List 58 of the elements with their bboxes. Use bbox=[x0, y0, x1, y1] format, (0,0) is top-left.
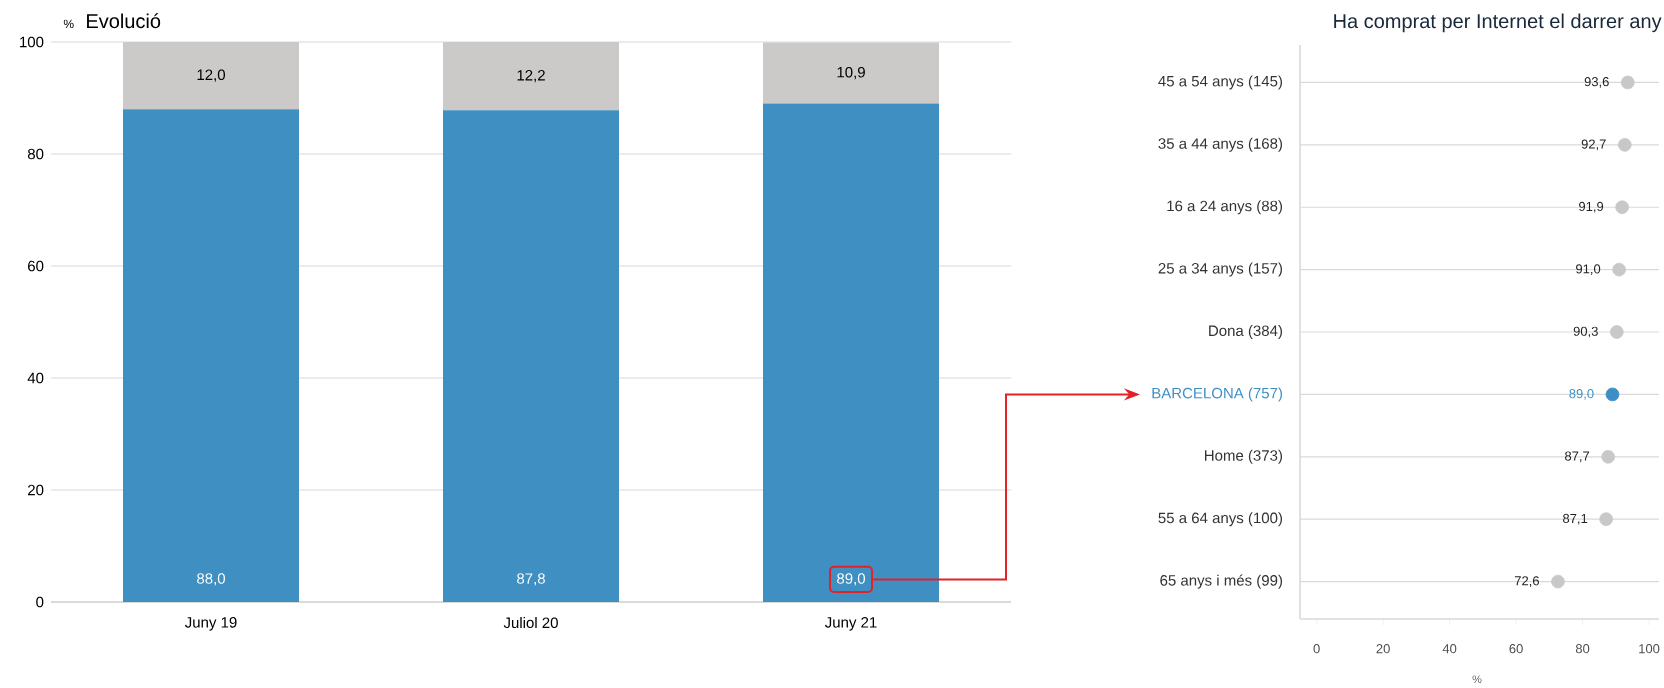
y-tick-label: Dona (384) bbox=[1209, 325, 1283, 339]
point bbox=[1551, 574, 1565, 589]
bar bbox=[763, 42, 940, 104]
bar bbox=[443, 42, 619, 111]
data-label: 12,2 bbox=[517, 69, 545, 83]
x-tick-label: Juny 21 bbox=[824, 617, 877, 631]
x-tick-label: 0 bbox=[1313, 644, 1320, 654]
point bbox=[1599, 512, 1613, 526]
y-tick-label: Home (373) bbox=[1204, 449, 1283, 464]
x-tick-label: Juny 19 bbox=[184, 617, 237, 631]
bar bbox=[443, 110, 619, 603]
chart-title: Evolució bbox=[87, 13, 161, 29]
y-tick-label: 55 a 64 anys (100) bbox=[1158, 512, 1283, 527]
data-label: 72,6 bbox=[1514, 576, 1539, 587]
x-tick-label: 80 bbox=[1575, 644, 1590, 654]
point bbox=[1610, 325, 1624, 339]
x-tick-label: 60 bbox=[1509, 644, 1523, 654]
bar bbox=[123, 109, 299, 603]
data-label: 87,7 bbox=[1565, 451, 1590, 463]
y-tick-label: 35 a 44 anys (168) bbox=[1158, 137, 1283, 152]
y-tick-label: 16 a 24 anys (88) bbox=[1167, 200, 1283, 215]
data-label: 92,7 bbox=[1581, 139, 1606, 151]
x-axis-title: % bbox=[1472, 675, 1482, 684]
y-tick-label: 20 bbox=[28, 484, 44, 496]
x-tick-label: 20 bbox=[1376, 644, 1390, 654]
x-tick-label: 40 bbox=[1442, 644, 1457, 654]
point bbox=[1620, 75, 1635, 90]
data-label: 12,0 bbox=[197, 69, 225, 82]
x-tick-label: 100 bbox=[1639, 644, 1660, 654]
data-label: 91,9 bbox=[1579, 201, 1604, 213]
point bbox=[1612, 262, 1626, 277]
bar bbox=[763, 103, 940, 603]
y-tick-label: 45 a 54 anys (145) bbox=[1158, 75, 1283, 90]
y-tick-label: 65 anys i més (99) bbox=[1160, 574, 1283, 589]
y-tick-label: 40 bbox=[27, 372, 44, 384]
point bbox=[1601, 450, 1615, 464]
y-axis-title: % bbox=[63, 19, 74, 29]
y-tick-label: 0 bbox=[36, 596, 44, 608]
y-tick-label: 60 bbox=[28, 260, 44, 272]
data-label: 90,3 bbox=[1573, 326, 1598, 338]
y-tick-label: 80 bbox=[27, 148, 44, 160]
data-label: 91,0 bbox=[1576, 264, 1601, 275]
data-label: 89,0 bbox=[837, 573, 866, 586]
chart-title: Ha comprat per Internet el darrer any bbox=[1334, 13, 1662, 33]
data-label: 89,0 bbox=[1569, 389, 1594, 400]
data-label: 87,8 bbox=[517, 573, 545, 586]
data-label: 88,0 bbox=[197, 573, 225, 586]
point bbox=[1605, 387, 1620, 402]
point bbox=[1615, 200, 1629, 215]
data-label: 93,6 bbox=[1584, 77, 1609, 88]
y-tick-label: BARCELONA (757) bbox=[1152, 387, 1283, 402]
data-label: 10,9 bbox=[837, 66, 865, 80]
y-tick-label: 100 bbox=[20, 36, 44, 48]
x-tick-label: Juliol 20 bbox=[503, 617, 558, 629]
y-tick-label: 25 a 34 anys (157) bbox=[1158, 262, 1283, 277]
bar bbox=[123, 42, 299, 110]
data-label: 87,1 bbox=[1563, 513, 1588, 525]
point bbox=[1617, 138, 1632, 152]
